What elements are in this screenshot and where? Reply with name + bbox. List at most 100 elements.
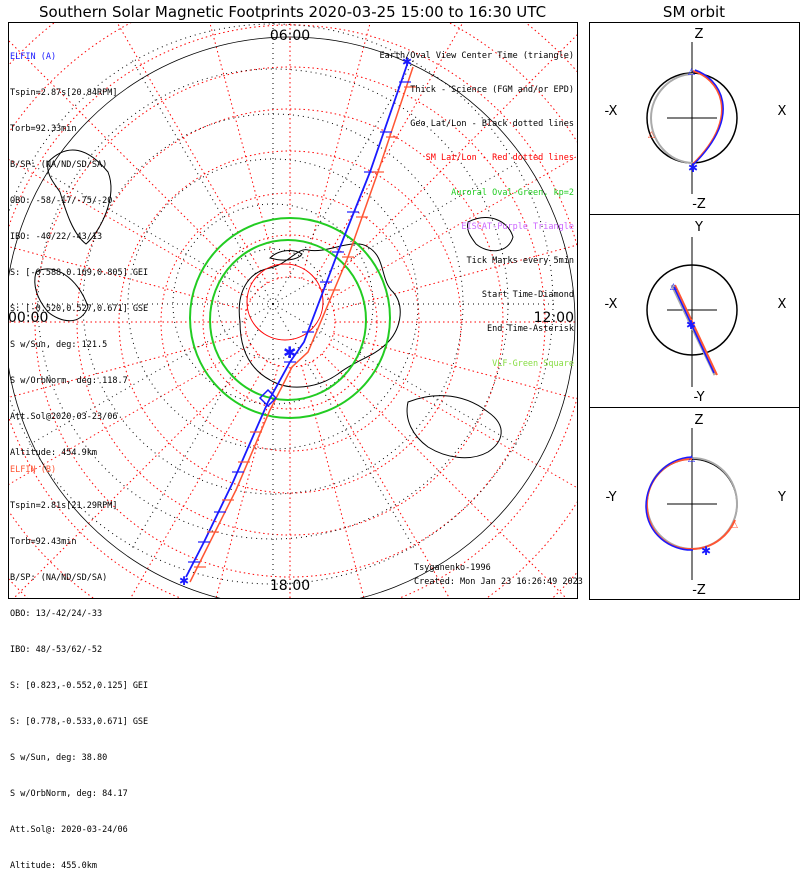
elfin-b-line: B/SP: (NA/ND/SD/SA) — [10, 573, 108, 583]
elfin-a-line: S: [-0.520,0.527,0.671] GSE — [10, 304, 149, 314]
satellite-tracks: ✱ ✱ ✱ — [179, 55, 416, 588]
sm-lat-circle — [34, 66, 546, 578]
axis-label-top: Z — [695, 27, 704, 42]
elfin-b-track — [189, 66, 414, 583]
axis-label-top: Z — [695, 413, 704, 428]
sm-lon-spoke — [209, 23, 279, 279]
axis-label-bottom: -Z — [692, 583, 706, 598]
coastline-outline — [34, 149, 514, 459]
elfin-b-line: S w/OrbNorm, deg: 84.17 — [10, 789, 128, 799]
coastline — [467, 217, 514, 252]
asterisk-marker: ✱ — [688, 161, 698, 175]
plot-title: Southern Solar Magnetic Footprints 2020-… — [38, 3, 547, 21]
axis-label-left: -X — [605, 297, 618, 312]
end-asterisk-marker: ✱ — [179, 574, 189, 588]
triangle-marker: △ — [688, 67, 695, 77]
elfin-b-line: Tspin=2.81s[21.29RPM] — [10, 501, 118, 511]
sm-lat-lon-grid — [9, 23, 577, 598]
axis-label-bottom: -Z — [692, 197, 706, 212]
axis-label-right: Y — [777, 490, 786, 505]
elfin-a-track — [185, 61, 409, 578]
sm-lat-circle — [160, 192, 420, 452]
orbit-elfin-a — [645, 456, 694, 551]
legend-entry: Earth/Oval View Center Time (triangle) — [379, 50, 574, 61]
axis-label-left: -X — [605, 104, 618, 119]
start-diamond-marker — [258, 388, 278, 408]
axis-label-left: -Y — [605, 490, 616, 505]
axis-label-top: Y — [694, 220, 703, 235]
geo-lon-spoke — [130, 56, 274, 305]
axis-label-right: X — [778, 104, 787, 119]
elfin-a-line: Altitude: 454.9km — [10, 448, 97, 458]
sm-orbit-panels: Z -Z -X X △ △ ✱ Y -Y -X X △ ✱ Z -Z -Y Y — [589, 22, 800, 600]
triangle-marker: △ — [670, 282, 677, 292]
end-asterisk-marker: ✱ — [283, 343, 296, 362]
mlt-label-right: 12:00 — [534, 310, 574, 326]
axis-label-bottom: -Y — [693, 390, 704, 405]
axis-label-right: X — [778, 297, 787, 312]
orbit-panel-xz: Z -Z -X X △ △ ✱ — [605, 27, 787, 212]
coastline — [34, 268, 89, 322]
elfin-a-line: IBO: -40/22/-43/13 — [10, 232, 103, 242]
auroral-oval-inner — [209, 239, 367, 401]
mlt-label-bottom: 18:00 — [270, 578, 310, 594]
created-label: Created: Mon Jan 23 16:26:49 2023 — [414, 577, 583, 587]
elfin-b-line: S: [0.823,-0.552,0.125] GEI — [10, 681, 149, 691]
coastline — [406, 395, 502, 459]
elfin-a-line: OBO: -58/-17/-75/-20 — [10, 196, 113, 206]
triangle-marker: △ — [648, 130, 655, 140]
elfin-a-line: Att.Sol@2020-03-23/06 — [10, 412, 118, 422]
legend-entry: Auroral Oval-Green, kp=2 — [451, 187, 574, 198]
model-label: Tsyganenko-1996 — [414, 563, 491, 573]
elfin-b-line: S: [0.778,-0.533,0.671] GSE — [10, 717, 149, 727]
orbit-elfin-b — [692, 70, 723, 165]
elfin-b-line: OBO: 13/-42/24/-33 — [10, 609, 103, 619]
legend-entry: Start Time-Diamond — [481, 290, 574, 301]
legend-entry: VLF-Green Square — [492, 358, 574, 369]
auroral-oval — [189, 217, 391, 419]
mlt-label-top: 06:00 — [270, 28, 310, 44]
footprint-polar-map: ✱ ✱ ✱ 06:00 18:00 00:00 12:00 — [8, 22, 578, 599]
elfin-a-line: S w/Sun, deg: 121.5 — [10, 340, 108, 350]
orbit-panel-xy: Y -Y -X X △ ✱ — [605, 220, 787, 405]
map-boundary — [9, 36, 576, 598]
orbit-gray — [649, 73, 694, 164]
orbit-panel-yz: Z -Z -Y Y △ △ ✱ — [605, 413, 786, 598]
elfin-a-line: Tspin=2.87s[20.84RPM] — [10, 88, 118, 98]
elfin-b-name: ELFIN (B) — [10, 465, 57, 475]
legend: Earth/Oval View Center Time (triangle) T… — [380, 28, 574, 381]
orbit-elfin-b — [674, 284, 718, 376]
triangle-marker: △ — [731, 520, 738, 530]
orbit-elfin-a — [673, 286, 715, 374]
elfin-a-line: Torb=92.33min — [10, 124, 77, 134]
coastline — [47, 149, 112, 245]
auroral-oval-outer — [189, 217, 391, 419]
orbit-elfin-a — [692, 69, 724, 166]
legend-entry: End Time-Asterisk — [487, 324, 574, 335]
end-asterisk-marker: ✱ — [402, 55, 412, 69]
elfin-a-info: ELFIN (A) Tspin=2.87s[20.84RPM] Torb=92.… — [10, 27, 148, 471]
asterisk-marker: ✱ — [686, 318, 696, 332]
coastline — [238, 243, 401, 388]
asterisk-marker: ✱ — [701, 544, 711, 558]
legend-entry: Geo Lat/Lon - Black dotted lines — [410, 119, 574, 130]
elfin-b-info: ELFIN (B) Tspin=2.81s[21.29RPM] Torb=92.… — [10, 440, 148, 884]
elfin-b-line: S w/Sun, deg: 38.80 — [10, 753, 108, 763]
elfin-a-line: B/SP: (NA/ND/SD/SA) — [10, 160, 108, 170]
orbit-panel-title: SM orbit — [662, 3, 726, 21]
mlt-label-left: 00:00 — [8, 310, 48, 326]
elfin-a-name: ELFIN (A) — [10, 52, 57, 62]
legend-entry: SM Lat/Lon - Red dotted lines — [425, 153, 574, 164]
legend-entry: EISCAT-Purple Triangle — [461, 221, 574, 232]
triangle-marker: △ — [688, 454, 695, 464]
legend-entry: Thick - Science (FGM and/or EPD) — [410, 85, 574, 96]
inner-sm-circle — [246, 263, 324, 341]
legend-entry: Tick Marks every 5min — [466, 256, 574, 267]
coastline — [269, 250, 303, 261]
geo-lon-spoke — [130, 303, 274, 552]
elfin-b-line: Att.Sol@: 2020-03-24/06 — [10, 825, 128, 835]
elfin-b-line: Altitude: 455.0km — [10, 861, 97, 871]
elfin-b-line: IBO: 48/-53/62/-52 — [10, 645, 103, 655]
elfin-a-line: S: [-0.588,0.169,0.805] GEI — [10, 268, 149, 278]
elfin-a-line: S w/OrbNorm, deg: 118.7 — [10, 376, 128, 386]
